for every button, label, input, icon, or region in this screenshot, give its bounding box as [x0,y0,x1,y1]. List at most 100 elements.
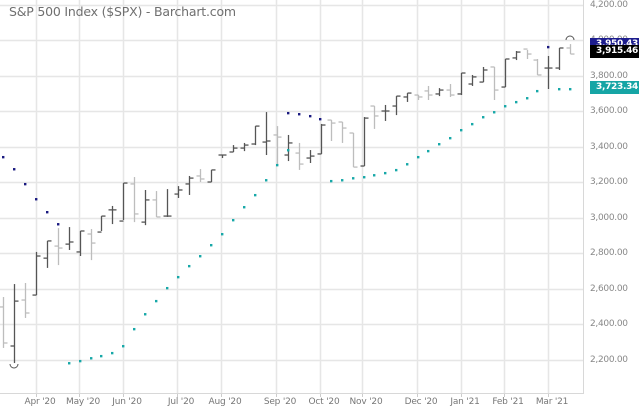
sar-dot-above [298,113,301,116]
ohlc-bar [174,186,183,198]
ohlc-bar [544,55,553,89]
sar-dot-below [210,244,213,247]
sar-dot-below [287,149,290,152]
sar-dot-below [536,89,539,93]
ohlc-bar [65,227,74,250]
ohlc-bar [196,169,205,182]
sar-dot-below [363,176,366,179]
ohlc-bar [566,44,575,55]
x-tick-label: Dec '20 [404,397,438,407]
ohlc-bar [54,228,63,266]
sar-dot-below [558,87,561,91]
sar-dot-below [276,163,279,167]
ohlc-bar [76,230,85,257]
ohlc-bar [435,88,444,97]
sar-dot-below [395,168,398,172]
y-tick-label: 2,800.00 [590,247,628,258]
ohlc-bar [218,154,227,159]
sar-dot-below [199,255,202,258]
sar-dot-below [111,351,114,355]
sar-dot-below [100,354,103,358]
sar-dot-below [352,177,355,180]
x-tick-label: Mar '21 [535,397,569,407]
ohlc-bar [207,169,216,183]
ohlc-bar [141,189,150,226]
sar-dot-below [133,327,136,331]
x-tick-label: Jul '20 [167,397,195,407]
extreme-markers [9,35,575,369]
sar-dot-below [144,313,147,316]
ohlc-bar [381,104,390,121]
ohlc-bar [10,284,19,364]
ohlc-bar [338,121,347,143]
ohlc-bar [32,251,41,296]
sar-dot-below [90,357,93,360]
y-tick-label: 3,800.00 [590,70,628,81]
sar-dot-below [177,275,180,279]
sar-dot-below [330,179,333,183]
ohlc-bar [512,51,521,61]
sar-dot-below [449,136,452,140]
sar-dot-below [493,111,496,114]
ohlc-bar [479,66,488,83]
sar-dot-above [287,111,290,115]
ohlc-bar [533,58,542,76]
sar-dot-below [254,193,257,197]
last-price-value: 3,915.46 [596,46,639,56]
sar-price-badge: 3,723.34 [584,81,639,94]
sar-dot-below [221,233,224,236]
x-tick-label: Jan '21 [450,397,480,407]
x-tick-label: Oct '20 [308,397,340,407]
high-price-value: 3,950.43 [596,39,639,49]
y-tick-label: 3,600.00 [590,105,628,116]
ohlc-bar [360,117,369,167]
sar-dot-below [243,206,246,209]
x-tick-label: Jun '20 [112,397,142,407]
sar-dot-below [569,87,572,91]
sar-dot-below [427,149,430,153]
y-tick-label: 3,000.00 [590,212,628,223]
x-tick-label: Aug '20 [208,397,242,407]
ohlc-bar [523,48,532,59]
sar-dot-below [122,345,125,348]
ohlc-bar [240,142,249,152]
sar-dot-above [57,223,60,226]
ohlc-bar [457,72,466,96]
ohlc-bar [43,240,52,268]
ohlc-bar [185,175,194,195]
sar-dot-above [46,210,49,214]
ohlc-bar [295,142,304,170]
x-tick-label: May '20 [66,397,100,407]
x-tick-label: Nov '20 [349,397,383,407]
ohlc-bar [424,85,433,100]
y-tick-label: 4,200.00 [590,0,628,10]
ohlc-bar [163,189,172,217]
sar-dots [2,45,572,365]
x-tick-label: Apr '20 [24,397,56,407]
ohlc-bar [468,74,477,86]
sar-dot-below [482,116,485,119]
sar-dot-below [166,286,169,290]
gridlines [0,0,583,397]
ohlc-bar [446,84,455,97]
ohlc-bar [414,94,423,100]
sar-dot-below [526,97,529,100]
sar-dot-below [341,179,344,182]
sar-dot-above [309,114,312,118]
ohlc-bar [87,229,96,261]
sar-dot-below [384,171,387,175]
sar-dot-below [417,155,420,159]
ohlc-bar [152,191,161,218]
y-tick-label: 2,200.00 [590,354,628,365]
ohlc-bar [284,134,293,162]
ohlc-bar [262,112,271,156]
ohlc-bar [349,132,358,168]
sar-dot-below [406,163,409,166]
last-price-badge: 3,915.46 [584,45,639,58]
sar-dot-below [515,100,518,104]
ohlc-bar [119,182,128,222]
ohlc-bar [97,215,106,233]
ohlc-bar [501,58,510,88]
ohlc-bar [0,297,8,348]
